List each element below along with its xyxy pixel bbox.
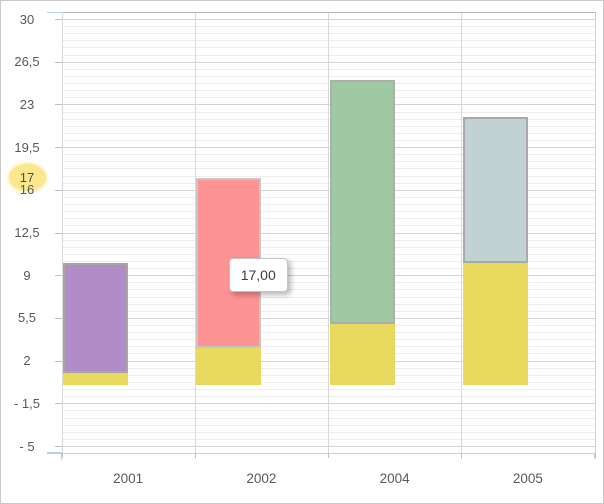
y-axis-label: 12,5 (14, 225, 40, 240)
vertical-gridline (461, 12, 463, 453)
vertical-gridline (194, 12, 196, 453)
bar-2001-upper-segment[interactable] (63, 263, 128, 373)
y-axis-tick (55, 403, 62, 405)
y-axis-tick (55, 232, 62, 234)
selection-corner-top-left (47, 11, 62, 13)
x-axis-tick (461, 452, 463, 458)
y-axis-label: 19,5 (14, 139, 40, 155)
bar-2005-upper-segment[interactable] (462, 116, 528, 263)
y-axis-label: 30 (19, 11, 35, 27)
selection-corner-bottom-right-v (593, 453, 596, 459)
y-axis-tick (55, 317, 62, 319)
y-axis-label: 5,5 (17, 310, 37, 326)
y-axis-label: 26,5 (14, 54, 40, 70)
y-axis-tick (55, 275, 62, 277)
x-axis-label: 2002 (246, 471, 277, 486)
bar-2002-base-segment[interactable] (196, 348, 262, 385)
data-label-value: 17,00 (240, 267, 276, 283)
x-axis-label: 2005 (512, 471, 543, 486)
selection-corner-bottom-left-v (60, 453, 63, 460)
y-axis-tick (55, 189, 62, 191)
y-axis-tick (55, 61, 62, 63)
axis-highlight-ellipse (9, 164, 46, 192)
y-axis-label: 16 (19, 182, 35, 198)
y-axis-label: 2 (23, 353, 31, 369)
vertical-gridline (328, 12, 329, 453)
x-axis-label: 2001 (113, 471, 144, 486)
y-axis-tick (55, 19, 62, 20)
plot-border-left (61, 12, 63, 458)
y-axis-label: 23 (19, 96, 35, 112)
x-axis-label: 2004 (379, 471, 410, 486)
x-axis-tick (194, 452, 196, 458)
y-axis-label: - 5 (19, 438, 35, 454)
y-axis-tick (55, 446, 62, 447)
y-axis-tick (55, 147, 62, 149)
y-axis-label: - 1,5 (13, 395, 40, 411)
y-axis-tick (55, 360, 62, 362)
plot-border-top (61, 12, 595, 13)
selection-corner-bottom-left-h (47, 452, 62, 454)
bar-2004-base-segment[interactable] (329, 324, 395, 385)
bar-2001-base-segment[interactable] (63, 372, 128, 385)
y-axis-tick (55, 104, 62, 106)
plot-border-right (594, 12, 596, 453)
y-axis-label: 9 (23, 267, 31, 283)
y-axis-highlighted-label: 17 (19, 170, 35, 186)
bar-2004-upper-segment[interactable] (329, 80, 395, 324)
data-label-tooltip[interactable]: 17,00 (228, 258, 288, 292)
bar-2005-base-segment[interactable] (462, 263, 528, 385)
x-axis-tick (328, 452, 329, 458)
